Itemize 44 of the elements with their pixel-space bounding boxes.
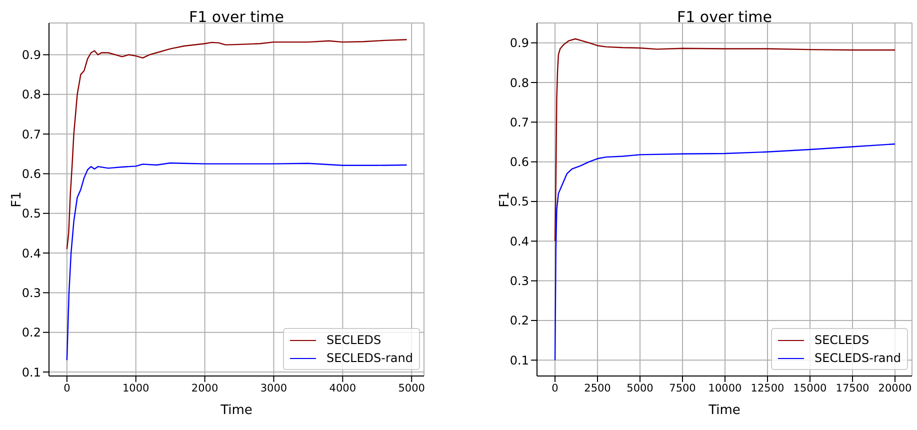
y-tick-label: 0.2	[510, 314, 529, 328]
y-tick-label: 0.1	[22, 365, 41, 380]
x-tick-label: 17500	[836, 382, 870, 394]
legend-label: SECLEDS	[326, 332, 382, 349]
x-tick-label: 1000	[122, 382, 150, 394]
y-axis-title: F1	[10, 192, 25, 208]
line-series	[554, 38, 896, 242]
x-tick-label: 5000	[626, 382, 654, 394]
x-tick-label: 0	[552, 382, 558, 394]
x-axis-title: Time	[220, 403, 252, 418]
x-tick-label: 20000	[878, 382, 912, 394]
chart-title: F1 over time	[676, 8, 774, 26]
y-tick-label: 0.2	[22, 326, 41, 340]
x-tick-label: 12500	[750, 382, 784, 394]
x-tick-label: 0	[64, 382, 70, 394]
y-tick-label: 0.7	[22, 127, 41, 142]
y-tick-label: 0.8	[510, 76, 529, 90]
x-axis-title: Time	[708, 403, 740, 418]
y-tick-label: 0.5	[510, 194, 529, 209]
x-tick-label: 2500	[584, 382, 611, 394]
legend-label: SECLEDS-rand	[326, 350, 413, 367]
y-tick-label: 0.9	[22, 48, 41, 62]
line-series	[66, 39, 408, 250]
y-tick-label: 0.6	[510, 155, 529, 170]
y-tick-label: 0.1	[510, 353, 529, 368]
legend-label: SECLEDS	[814, 332, 870, 349]
x-tick-label: 3000	[260, 382, 288, 394]
y-tick-label: 0.5	[22, 206, 41, 221]
y-tick-label: 0.3	[22, 286, 41, 300]
chart-title: F1 over time	[188, 8, 286, 26]
x-tick-label: 5000	[398, 382, 425, 394]
y-tick-label: 0.7	[510, 115, 529, 130]
y-tick-label: 0.9	[510, 36, 529, 50]
x-tick-label: 2000	[191, 382, 218, 394]
y-tick-label: 0.4	[22, 246, 41, 260]
legend-label: SECLEDS-rand	[814, 350, 901, 367]
y-tick-label: 0.6	[22, 166, 41, 181]
x-tick-label: 15000	[793, 382, 827, 394]
x-tick-label: 7500	[669, 382, 696, 394]
x-tick-label: 10000	[708, 382, 742, 394]
y-tick-label: 0.4	[510, 234, 529, 248]
y-tick-label: 0.3	[510, 274, 529, 288]
y-tick-label: 0.8	[22, 88, 41, 102]
x-tick-label: 4000	[329, 382, 356, 394]
